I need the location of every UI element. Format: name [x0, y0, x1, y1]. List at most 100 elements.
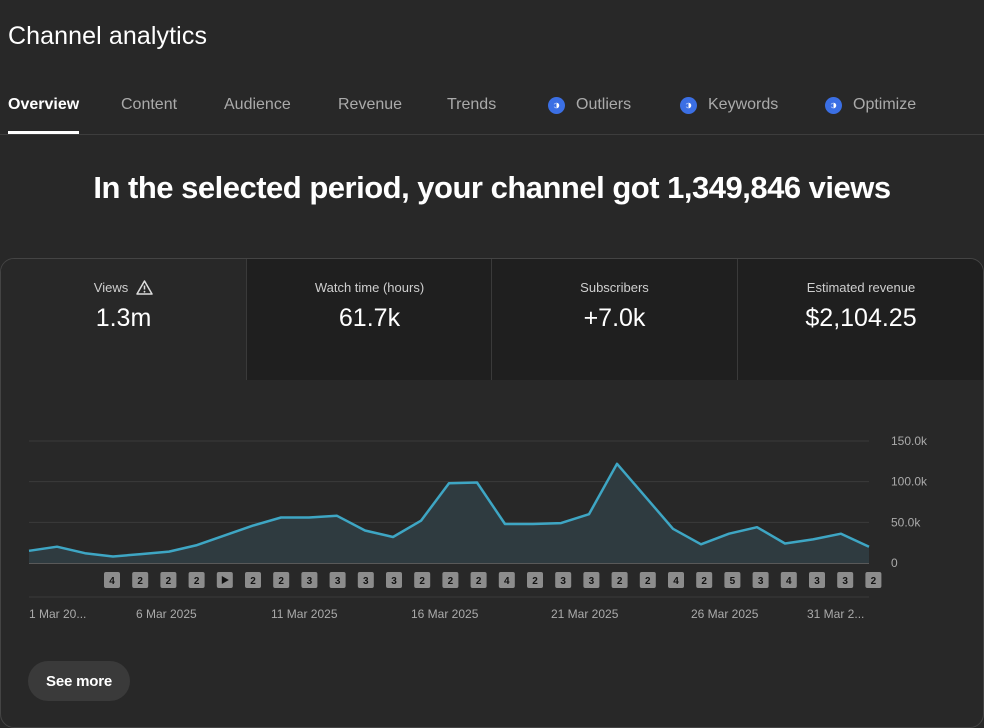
upload-marker-count: 2: [448, 576, 454, 587]
upload-marker[interactable]: [188, 572, 205, 588]
data-point[interactable]: [838, 531, 844, 537]
upload-marker-count: 4: [786, 576, 792, 587]
upload-marker[interactable]: [273, 572, 290, 588]
upload-marker[interactable]: [357, 572, 374, 588]
data-point[interactable]: [558, 520, 564, 526]
upload-marker-count: 2: [166, 576, 172, 587]
upload-marker[interactable]: [527, 572, 543, 588]
metric-tab-views[interactable]: Views 1.3m: [1, 259, 246, 380]
upload-marker-count: 3: [335, 576, 341, 587]
data-point[interactable]: [810, 536, 816, 542]
upload-marker-count: 2: [137, 576, 143, 587]
upload-marker[interactable]: [780, 572, 797, 588]
views-series-line: [28, 462, 870, 558]
upload-marker[interactable]: [414, 572, 431, 588]
see-more-button[interactable]: See more: [28, 661, 130, 701]
data-point[interactable]: [642, 493, 648, 499]
upload-marker[interactable]: [160, 572, 177, 588]
metric-value: 1.3m: [95, 304, 152, 332]
metric-tab-revenue[interactable]: Estimated revenue $2,104.25: [737, 259, 983, 380]
data-point[interactable]: [698, 541, 704, 547]
data-point[interactable]: [82, 550, 88, 556]
data-point[interactable]: [222, 532, 228, 538]
data-point[interactable]: [782, 540, 788, 546]
metric-tab-subscribers[interactable]: Subscribers +7.0k: [491, 259, 737, 380]
y-tick-label: 0: [891, 556, 898, 570]
data-point[interactable]: [418, 518, 424, 524]
data-point[interactable]: [138, 551, 144, 557]
upload-marker[interactable]: [301, 572, 318, 588]
data-point[interactable]: [194, 542, 200, 548]
upload-marker[interactable]: [498, 572, 515, 588]
upload-marker[interactable]: [696, 572, 713, 588]
data-point[interactable]: [446, 480, 452, 486]
upload-marker[interactable]: [865, 572, 882, 588]
tab-label: Trends: [447, 96, 497, 113]
upload-marker[interactable]: [329, 572, 346, 588]
views-line-chart[interactable]: 150.0k 100.0k 50.0k 0 4 2 2 2 2 2 3 3 3 3 2 2 2 4 2 3 3 2 2 4 2 5…: [1, 380, 983, 660]
upload-marker-count: 2: [419, 576, 425, 587]
tab-label: Keywords: [708, 96, 779, 113]
tab-overview[interactable]: Overview: [8, 96, 80, 134]
upload-marker[interactable]: [724, 572, 741, 588]
data-point[interactable]: [502, 521, 508, 527]
extension-icon: [825, 96, 842, 114]
warning-icon[interactable]: [136, 280, 153, 295]
data-point[interactable]: [474, 479, 480, 485]
data-point[interactable]: [362, 527, 368, 533]
upload-marker[interactable]: [611, 572, 628, 588]
upload-marker[interactable]: [470, 572, 487, 588]
upload-marker[interactable]: [583, 572, 600, 588]
upload-marker[interactable]: [752, 572, 769, 588]
data-point[interactable]: [726, 531, 732, 537]
data-point[interactable]: [26, 548, 32, 554]
upload-marker[interactable]: [386, 572, 402, 588]
upload-marker-count: 2: [250, 576, 256, 587]
metric-value: +7.0k: [583, 304, 646, 332]
play-icon: [221, 576, 229, 584]
x-tick-label: 16 Mar 2025: [411, 607, 479, 621]
data-point[interactable]: [614, 461, 620, 467]
upload-marker[interactable]: [639, 572, 656, 588]
tab-label: Audience: [224, 96, 291, 113]
data-point[interactable]: [334, 513, 340, 519]
upload-marker[interactable]: [104, 572, 120, 588]
upload-marker-count: 4: [109, 576, 115, 587]
upload-marker-count: 2: [476, 576, 482, 587]
data-point[interactable]: [250, 523, 256, 529]
tab-bar: Overview Content Audience Revenue Trends…: [0, 84, 984, 135]
data-point[interactable]: [670, 526, 676, 532]
data-point[interactable]: [278, 514, 284, 520]
x-tick-label: 1 Mar 20...: [29, 607, 86, 621]
upload-marker[interactable]: [809, 572, 825, 588]
tab-audience[interactable]: Audience: [224, 96, 291, 114]
analytics-card: Views 1.3m Watch time (hours) 61.7k Subs…: [0, 258, 984, 728]
upload-marker-count: 3: [814, 576, 820, 587]
tab-trends[interactable]: Trends: [447, 96, 496, 114]
metric-label-row: Views: [1, 280, 246, 295]
data-point[interactable]: [530, 521, 536, 527]
tab-keywords[interactable]: Keywords: [680, 96, 778, 114]
tab-outliers[interactable]: Outliers: [548, 96, 631, 114]
data-point[interactable]: [110, 553, 116, 559]
upload-marker[interactable]: [555, 572, 572, 588]
upload-marker[interactable]: [132, 572, 149, 588]
y-tick-label: 150.0k: [891, 434, 928, 448]
upload-marker[interactable]: [668, 572, 684, 588]
upload-marker[interactable]: [837, 572, 854, 588]
tab-content[interactable]: Content: [121, 96, 177, 114]
tab-optimize[interactable]: Optimize: [825, 96, 916, 114]
data-point[interactable]: [54, 544, 60, 550]
data-point[interactable]: [390, 534, 396, 540]
upload-marker[interactable]: [442, 572, 459, 588]
data-point[interactable]: [586, 511, 592, 517]
upload-marker[interactable]: [245, 572, 261, 588]
tab-label: Revenue: [338, 96, 403, 113]
upload-marker-count: 4: [504, 576, 510, 587]
metric-tab-watch-time[interactable]: Watch time (hours) 61.7k: [246, 259, 492, 380]
data-point[interactable]: [866, 544, 872, 550]
data-point[interactable]: [166, 549, 172, 555]
tab-revenue[interactable]: Revenue: [338, 96, 402, 114]
data-point[interactable]: [306, 514, 312, 520]
data-point[interactable]: [754, 524, 760, 530]
